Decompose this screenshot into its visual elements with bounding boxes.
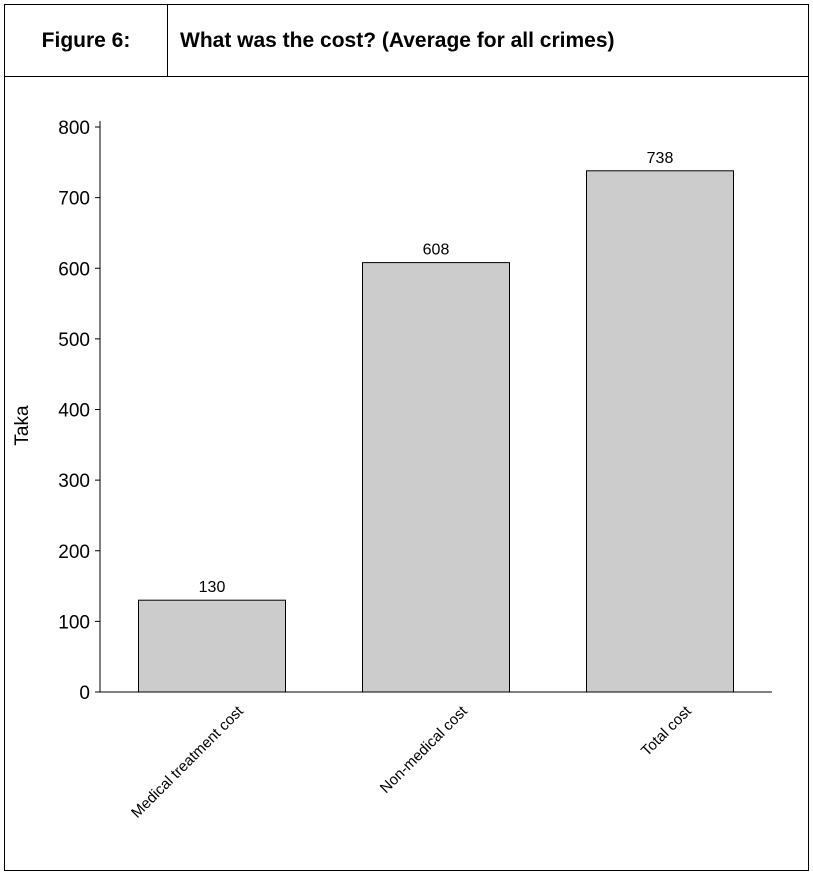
bar — [362, 262, 510, 693]
data-labels: 130 608 738 — [199, 150, 674, 596]
y-tick-label: 800 — [58, 118, 90, 139]
figure-title: What was the cost? (Average for all crim… — [180, 28, 615, 52]
y-tick-label: 400 — [58, 401, 90, 422]
bar — [586, 170, 734, 693]
data-label: 130 — [199, 579, 226, 596]
y-tick-label: 100 — [58, 612, 90, 633]
bars — [138, 170, 734, 693]
figure-frame: Figure 6: What was the cost? (Average fo… — [4, 4, 809, 871]
y-tick-label: 500 — [58, 330, 90, 351]
category-label: Medical treatment cost — [128, 702, 247, 821]
y-tick-label: 200 — [58, 542, 90, 563]
figure-header: Figure 6: What was the cost? (Average fo… — [5, 5, 808, 77]
y-tick-label: 700 — [58, 189, 90, 210]
figure-number: Figure 6: — [5, 5, 168, 76]
bar — [138, 599, 286, 693]
y-axis-title: Taka — [12, 405, 33, 446]
category-label: Total cost — [638, 702, 695, 759]
category-labels: Medical treatment cost Non-medical cost To… — [128, 702, 695, 821]
y-tick-label: 300 — [58, 471, 90, 492]
y-axis: 0 100 200 300 400 500 600 700 800 — [58, 118, 101, 704]
data-label: 608 — [423, 242, 450, 259]
category-label: Non-medical cost — [377, 702, 472, 797]
y-tick-label: 600 — [58, 259, 90, 280]
y-tick-label: 0 — [79, 683, 90, 704]
data-label: 738 — [647, 150, 674, 167]
